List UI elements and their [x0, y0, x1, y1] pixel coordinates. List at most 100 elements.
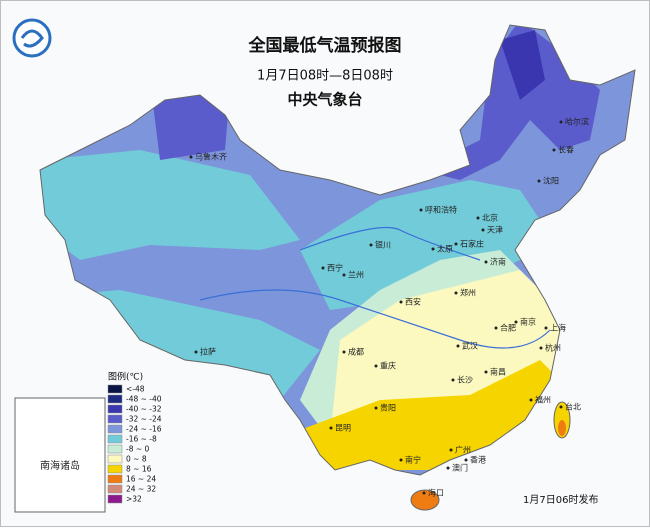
agency: 中央气象台 [287, 91, 362, 109]
city-label: 郑州 [460, 288, 476, 298]
legend-label: -48 ~ -40 [126, 395, 162, 404]
city-label: 天津 [487, 225, 503, 235]
city-label: 呼和浩特 [425, 205, 457, 215]
city-dot [454, 291, 458, 295]
title: 全国最低气温预报图 [248, 35, 402, 56]
city-label: 太原 [437, 244, 453, 254]
taiwan-warm [558, 420, 566, 436]
city-dot [539, 346, 543, 350]
city-label: 武汉 [462, 341, 478, 351]
legend-swatch [107, 434, 123, 444]
legend-swatch [107, 474, 123, 484]
city-label: 杭州 [545, 343, 561, 353]
city-label: 兰州 [348, 270, 364, 280]
city-label: 澳门 [452, 463, 468, 473]
city-dot [451, 378, 455, 382]
city-label: 香港 [470, 455, 486, 465]
legend-label: -40 ~ -32 [126, 405, 162, 414]
city-label: 广州 [455, 445, 471, 455]
city-dot [419, 208, 423, 212]
legend-swatch [107, 384, 123, 394]
legend-label: -16 ~ -8 [126, 435, 157, 444]
city-label: 贵阳 [380, 403, 396, 413]
city-label: 南宁 [405, 455, 421, 465]
legend-swatch [107, 464, 123, 474]
logo-mark [20, 29, 44, 48]
issued-note: 1月7日06时发布 [523, 493, 598, 506]
hainan [410, 489, 440, 511]
city-dot [329, 426, 333, 430]
city-label: 福州 [535, 396, 551, 405]
legend-swatch [107, 454, 123, 464]
legend-label: 24 ~ 32 [126, 485, 156, 494]
legend-swatch [107, 414, 123, 424]
city-label: 银川 [375, 240, 391, 250]
legend-label: 0 ~ 8 [126, 455, 147, 464]
city-dot [476, 216, 480, 220]
legend-swatch [107, 494, 123, 504]
city-dot [494, 326, 498, 330]
city-dot [529, 398, 533, 402]
city-dot [194, 350, 198, 354]
city-label: 西宁 [327, 263, 343, 273]
city-label: 拉萨 [200, 347, 216, 357]
city-label: 济南 [490, 257, 506, 267]
city-label: 哈尔滨 [565, 117, 589, 127]
city-dot [446, 466, 450, 470]
city-dot [399, 300, 403, 304]
legend-swatch [107, 394, 123, 404]
city-dot [342, 273, 346, 277]
legend-title: 图例(℃) [108, 371, 143, 383]
city-label: 台北 [565, 402, 581, 412]
city-label: 西安 [405, 297, 421, 307]
legend-label: >32 [126, 495, 142, 504]
city-dot [544, 326, 548, 330]
city-dot [342, 350, 346, 354]
city-label: 沈阳 [543, 176, 559, 186]
legend-label: 8 ~ 16 [126, 465, 152, 474]
city-dot [537, 179, 541, 183]
city-label: 南昌 [490, 367, 506, 377]
period: 1月7日08时—8日08时 [257, 69, 393, 84]
city-dot [431, 247, 435, 251]
city-label: 乌鲁木齐 [195, 152, 227, 162]
city-label: 南京 [520, 317, 536, 327]
city-dot [484, 260, 488, 264]
city-label: 重庆 [380, 361, 396, 371]
river [199, 289, 551, 349]
inset-label: 南海诸岛 [40, 459, 80, 472]
logo [12, 18, 52, 58]
inset-box [14, 397, 106, 513]
legend-swatch [107, 424, 123, 434]
city-label: 昆明 [335, 424, 351, 433]
city-dot [374, 406, 378, 410]
city-dot [189, 155, 193, 159]
city-label: 长沙 [457, 375, 473, 385]
city-label: 石家庄 [460, 239, 484, 249]
city-dot [369, 243, 373, 247]
city-label: 海口 [428, 488, 444, 498]
legend-swatch [107, 404, 123, 414]
city-dot [456, 344, 460, 348]
city-dot [422, 491, 426, 495]
city-label: 合肥 [500, 323, 516, 333]
city-label: 北京 [482, 213, 498, 223]
city-dot [321, 266, 325, 270]
city-dot [484, 370, 488, 374]
legend-label: <-48 [126, 385, 145, 394]
city-dot [399, 458, 403, 462]
city-dot [559, 405, 563, 409]
legend-label: -8 ~ 0 [126, 445, 150, 454]
city-dot [454, 242, 458, 246]
legend-label: 16 ~ 24 [126, 475, 156, 484]
legend-label: -32 ~ -24 [126, 415, 162, 424]
city-dot [514, 320, 518, 324]
city-dot [449, 448, 453, 452]
legend-swatch [107, 484, 123, 494]
legend-label: -24 ~ -16 [126, 425, 162, 434]
city-dot [559, 120, 563, 124]
legend-swatch [107, 444, 123, 454]
city-label: 成都 [348, 347, 364, 357]
city-dot [552, 148, 556, 152]
